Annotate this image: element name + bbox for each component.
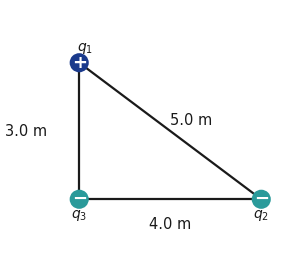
Text: −: − [254, 190, 269, 208]
Text: +: + [72, 54, 87, 72]
Text: $q_3$: $q_3$ [71, 208, 87, 223]
Text: 3.0 m: 3.0 m [5, 123, 47, 139]
Circle shape [70, 190, 89, 209]
Text: −: − [72, 190, 87, 208]
Circle shape [70, 53, 89, 72]
Text: 5.0 m: 5.0 m [170, 113, 212, 128]
Text: 4.0 m: 4.0 m [149, 217, 191, 232]
Text: $q_2$: $q_2$ [253, 208, 269, 223]
Text: $q_1$: $q_1$ [77, 41, 93, 56]
Circle shape [252, 190, 271, 209]
